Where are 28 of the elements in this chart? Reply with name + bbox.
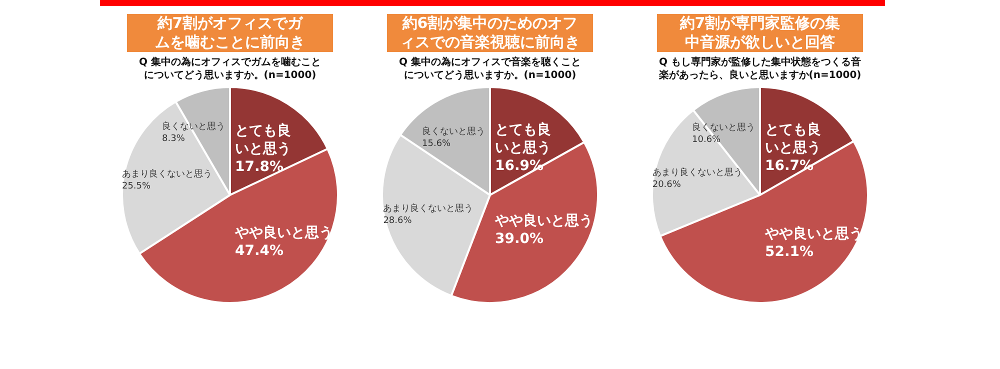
chart-subtitle: Q 集中の為にオフィスでガムを噛むことについてどう思いますか。(n=1000) [138, 56, 322, 82]
data-label: 39.0% [495, 231, 544, 248]
data-label: 47.4% [235, 242, 284, 259]
slice-label: あまり良くないと思う [383, 202, 474, 214]
data-label: 10.6% [692, 135, 722, 146]
slice-label: 良くないと思う [162, 120, 225, 132]
slice-label: とても良いと思う [765, 120, 821, 156]
slice-label: やや良いと思う [494, 212, 593, 230]
slice-label: とても良いと思う [235, 122, 291, 158]
slice-label: あまり良くないと思う [122, 168, 212, 180]
chart-subtitle: Q もし専門家が監修した集中状態をつくる音楽があったら、良いと思いますか(n=1000) [658, 56, 862, 82]
slice-label: とても良いと思う [495, 121, 551, 156]
data-label: 20.6% [652, 180, 682, 190]
chart-title: 約7割がオフィスでガムを噛むことに前向き [127, 14, 333, 52]
slice-label: 良くないと思う [692, 122, 755, 134]
data-label: 52.1% [765, 244, 814, 260]
slice-label: 良くないと思う [422, 126, 485, 138]
chart-title: 約7割が専門家監修の集中音源が欲しいと回答 [657, 14, 863, 52]
chart-subtitle: Q 集中の為にオフィスで音楽を聴くことについてどう思いますか。(n=1000) [398, 56, 582, 82]
slice-label: あまり良くないと思う [652, 166, 742, 178]
chart-title: 約6割が集中のためのオフィスでの音楽視聴に前向き [387, 14, 593, 52]
data-label: 15.6% [422, 139, 452, 150]
data-label: 16.9% [495, 158, 544, 174]
data-label: 17.8% [235, 159, 284, 176]
slice-label: やや良いと思う [234, 224, 333, 241]
data-label: 28.6% [383, 216, 412, 226]
data-label: 25.5% [122, 181, 152, 192]
data-label: 8.3% [162, 134, 186, 144]
